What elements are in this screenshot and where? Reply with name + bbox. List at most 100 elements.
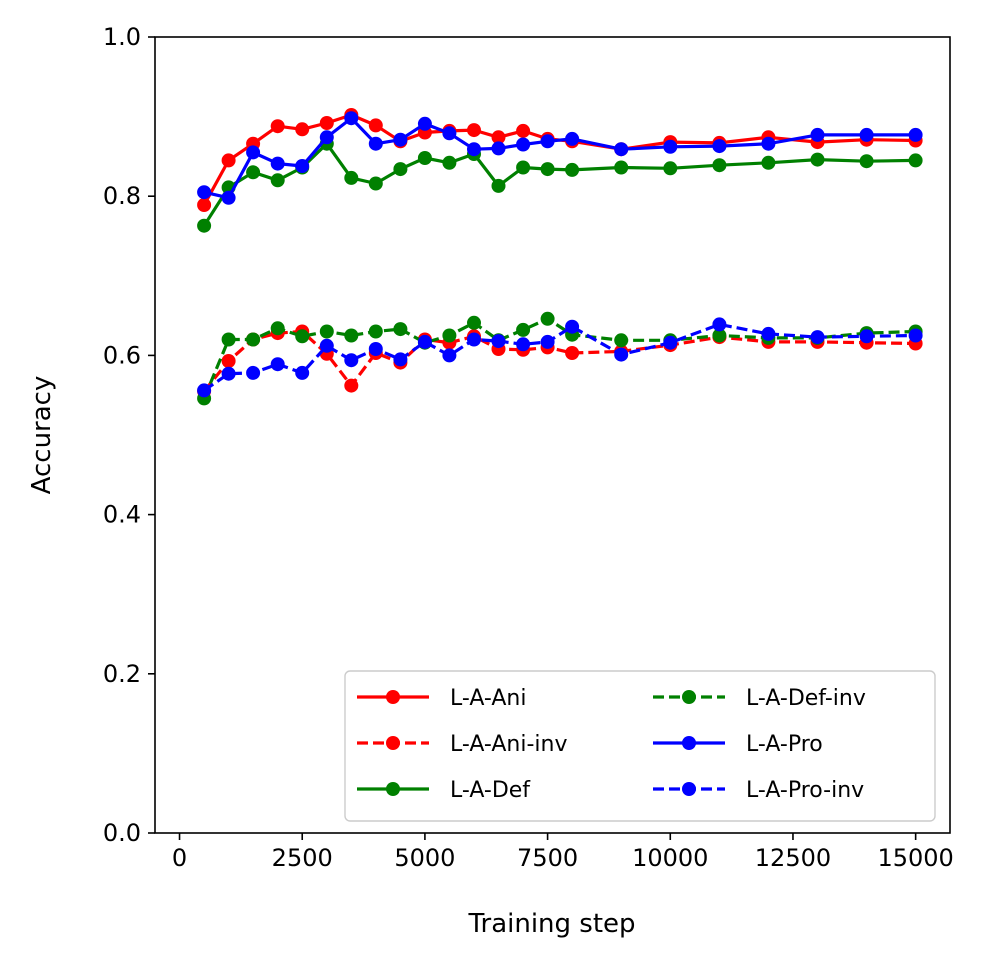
data-point-l-a-pro-inv: [712, 317, 727, 332]
data-point-l-a-ani: [491, 130, 506, 145]
legend-entry-l-a-ani-inv[interactable]: L-A-Ani-inv: [357, 732, 567, 757]
data-point-l-a-pro-inv: [663, 335, 678, 350]
data-point-l-a-def-inv: [319, 324, 334, 339]
data-point-l-a-def: [393, 162, 408, 177]
legend-label-l-a-pro: L-A-Pro: [746, 732, 823, 757]
data-point-l-a-pro: [393, 132, 408, 147]
legend-entry-l-a-pro-inv[interactable]: L-A-Pro-inv: [653, 778, 864, 803]
data-point-l-a-pro-inv: [491, 334, 506, 349]
legend-entry-l-a-pro[interactable]: L-A-Pro: [653, 732, 823, 757]
data-point-l-a-pro-inv: [295, 365, 310, 380]
data-point-l-a-ani: [270, 119, 285, 134]
data-point-l-a-def: [368, 176, 383, 191]
data-point-l-a-pro-inv: [810, 330, 825, 345]
data-point-l-a-pro-inv: [908, 328, 923, 343]
data-point-l-a-def-inv: [393, 322, 408, 337]
data-point-l-a-pro: [540, 134, 555, 149]
data-point-l-a-pro-inv: [467, 332, 481, 347]
data-point-l-a-def: [565, 162, 580, 177]
data-point-l-a-def-inv: [270, 321, 285, 336]
plot-frame: [154, 36, 951, 834]
data-point-l-a-pro: [197, 185, 212, 200]
data-point-l-a-ani: [221, 153, 236, 168]
data-point-l-a-pro: [908, 127, 923, 142]
data-point-l-a-def-inv: [467, 315, 481, 330]
legend-marker-l-a-pro: [682, 736, 696, 750]
legend-entry-l-a-def[interactable]: L-A-Def: [357, 778, 531, 803]
x-tick-label: 15000: [877, 844, 953, 872]
legend-marker-l-a-ani-inv: [386, 736, 400, 750]
data-point-l-a-def-inv: [344, 328, 359, 343]
data-point-l-a-def-inv: [540, 311, 555, 326]
data-point-l-a-def: [859, 154, 874, 169]
x-tick-label: 5000: [394, 844, 455, 872]
data-point-l-a-def: [663, 161, 678, 176]
data-point-l-a-ani-inv: [221, 354, 236, 368]
data-point-l-a-pro-inv: [368, 342, 383, 356]
data-point-l-a-ani: [467, 123, 481, 138]
data-point-l-a-def: [246, 165, 261, 180]
data-point-l-a-def-inv: [295, 329, 310, 344]
data-point-l-a-def: [442, 155, 457, 170]
data-point-l-a-pro: [859, 127, 874, 142]
data-point-l-a-pro-inv: [270, 357, 285, 372]
data-point-l-a-pro-inv: [197, 383, 212, 398]
data-point-l-a-pro: [810, 127, 825, 142]
data-point-l-a-ani: [197, 198, 212, 212]
data-point-l-a-def: [417, 151, 432, 165]
legend-entry-l-a-def-inv[interactable]: L-A-Def-inv: [653, 686, 866, 711]
data-point-l-a-ani: [368, 118, 383, 133]
legend-marker-l-a-ani: [386, 690, 400, 704]
data-point-l-a-def-inv: [221, 332, 236, 347]
data-point-l-a-pro: [467, 142, 481, 157]
data-point-l-a-pro: [761, 136, 776, 151]
data-point-l-a-pro-inv: [393, 352, 408, 367]
data-point-l-a-def-inv: [246, 332, 261, 347]
data-point-l-a-pro-inv: [540, 334, 555, 349]
series-l-a-pro-inv[interactable]: [197, 317, 923, 398]
data-point-l-a-pro: [614, 142, 629, 157]
data-point-l-a-def-inv: [614, 333, 629, 348]
data-point-l-a-def: [810, 152, 825, 167]
legend-marker-l-a-def: [386, 782, 400, 796]
series-l-a-pro[interactable]: [197, 111, 923, 205]
data-point-l-a-def-inv: [712, 328, 727, 343]
data-point-l-a-pro: [319, 130, 334, 145]
y-tick-label: 0.4: [103, 501, 141, 529]
legend-label-l-a-def: L-A-Def: [450, 778, 531, 803]
data-point-l-a-def: [516, 160, 531, 175]
data-point-l-a-ani-inv: [344, 378, 359, 393]
data-point-l-a-def: [761, 155, 776, 170]
data-point-l-a-pro: [221, 190, 236, 205]
data-point-l-a-pro-inv: [516, 337, 531, 352]
data-point-l-a-pro: [368, 136, 383, 151]
y-tick-label: 1.0: [103, 23, 141, 51]
data-point-l-a-pro-inv: [319, 338, 334, 353]
data-point-l-a-pro: [491, 141, 506, 156]
data-point-l-a-ani: [295, 122, 310, 137]
legend-label-l-a-def-inv: L-A-Def-inv: [746, 686, 866, 711]
data-point-l-a-pro: [516, 137, 531, 152]
legend-entry-l-a-ani[interactable]: L-A-Ani: [357, 686, 526, 711]
data-point-l-a-pro: [295, 159, 310, 173]
data-point-l-a-pro-inv: [761, 326, 776, 341]
legend-label-l-a-ani-inv: L-A-Ani-inv: [450, 732, 567, 757]
series-layer: [197, 108, 923, 406]
data-point-l-a-def: [491, 178, 506, 193]
data-point-l-a-pro: [246, 145, 261, 160]
data-point-l-a-pro-inv: [344, 353, 359, 368]
data-point-l-a-def-inv: [368, 324, 383, 339]
x-tick-label: 12500: [755, 844, 831, 872]
legend-label-l-a-ani: L-A-Ani: [450, 686, 526, 711]
data-point-l-a-def: [270, 173, 285, 188]
x-tick-label: 2500: [272, 844, 333, 872]
data-point-l-a-pro: [417, 116, 432, 131]
legend[interactable]: L-A-Ani L-A-Ani-inv L-A-Def L-A-Def-inv L-A-…: [344, 670, 936, 822]
y-tick-label: 0.8: [103, 182, 141, 210]
data-point-l-a-pro-inv: [859, 329, 874, 344]
data-point-l-a-def: [197, 218, 212, 233]
data-point-l-a-def-inv: [516, 322, 531, 337]
y-tick-label: 0.6: [103, 341, 141, 369]
data-point-l-a-pro: [565, 131, 580, 146]
